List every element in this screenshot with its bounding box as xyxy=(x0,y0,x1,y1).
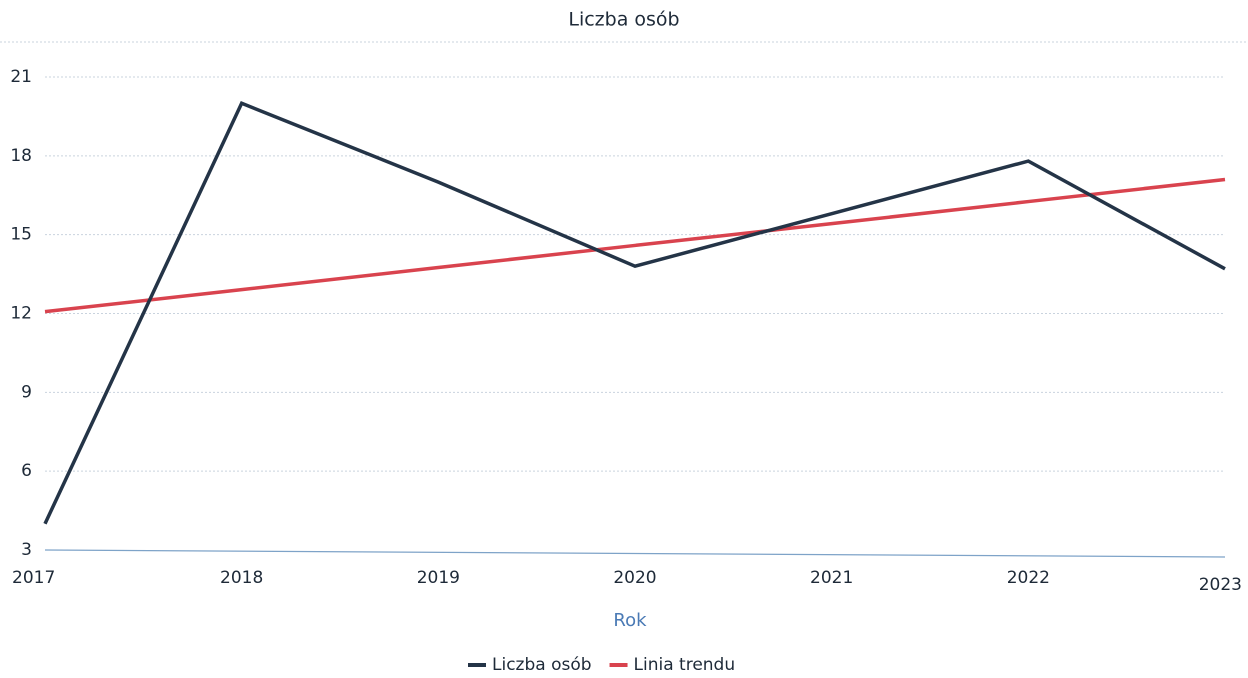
x-tick-label: 2021 xyxy=(810,568,853,588)
x-tick-label: 2018 xyxy=(220,568,263,588)
x-tick-label: 2023 xyxy=(1199,575,1242,595)
x-tick-label: 2022 xyxy=(1007,568,1050,588)
legend-swatch xyxy=(609,663,628,667)
legend-label: Liczba osób xyxy=(492,655,592,675)
series-line xyxy=(44,177,1226,314)
legend-swatch xyxy=(468,663,486,667)
y-tick-label: 3 xyxy=(21,540,32,560)
y-tick-label: 6 xyxy=(21,461,32,481)
x-tick-label: 2017 xyxy=(12,568,55,588)
y-tick-label: 18 xyxy=(10,146,32,166)
y-tick-label: 15 xyxy=(10,225,32,245)
y-tick-label: 12 xyxy=(10,304,32,324)
series-line xyxy=(43,101,1226,525)
y-tick-label: 21 xyxy=(10,67,32,87)
x-axis-label: Rok xyxy=(613,610,647,631)
legend-label: Linia trendu xyxy=(634,655,736,675)
x-axis xyxy=(44,549,1226,558)
chart-title: Liczba osób xyxy=(568,9,679,31)
y-tick-label: 9 xyxy=(21,382,32,402)
x-tick-label: 2019 xyxy=(417,568,460,588)
x-tick-label: 2020 xyxy=(613,568,656,588)
